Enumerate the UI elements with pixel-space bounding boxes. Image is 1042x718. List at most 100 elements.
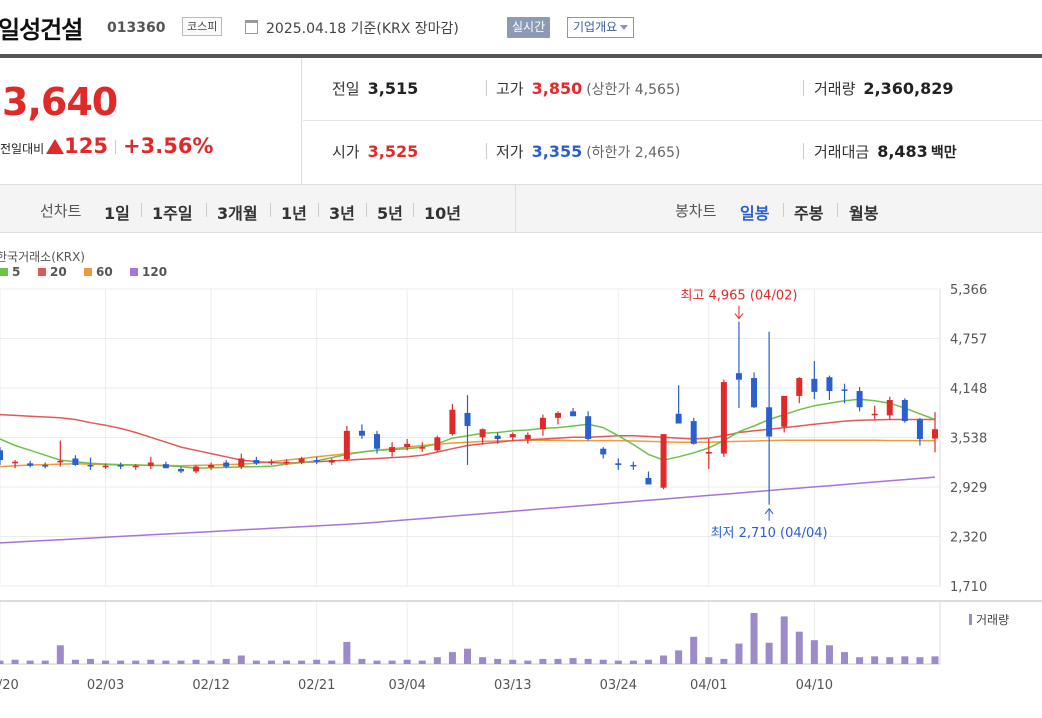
low-label: 저가 (496, 143, 524, 161)
volume-bar (825, 645, 833, 664)
volume-bar (599, 659, 607, 664)
volume-bar (780, 616, 788, 664)
period-1d[interactable]: 1일 (104, 204, 130, 223)
volume-bar (448, 652, 456, 664)
volume-bar (494, 658, 502, 664)
current-price: 3,640 (2, 80, 118, 124)
legend-swatch (84, 268, 92, 276)
change-value: 125 (64, 134, 109, 158)
volume-bar (418, 660, 426, 664)
prev-close-value: 3,515 (367, 79, 419, 98)
y-tick-label: 1,710 (950, 580, 987, 595)
company-info-dropdown[interactable]: 기업개요 (567, 17, 635, 38)
candle-chart-label: 봉차트 (675, 202, 717, 220)
volume-bar (841, 652, 849, 664)
divider (0, 184, 1042, 185)
separator (206, 203, 207, 217)
stats-row-1: 전일 3,515 고가 3,850 (상한가 4,565) 거래량 2,360,829 (303, 58, 1042, 121)
candle-weekly[interactable]: 주봉 (794, 204, 824, 223)
stats-row-2: 시가 3,525 저가 3,355 (하한가 2,465) 거래대금 8,483 백만 (303, 121, 1042, 184)
low-value: 3,355 (531, 142, 583, 161)
candle-body (901, 399, 908, 422)
y-tick-label: 3,538 (950, 432, 987, 447)
legend-swatch (38, 268, 46, 276)
candle-body (0, 450, 3, 461)
lower-limit: (하한가 2,465) (586, 145, 681, 161)
separator (486, 143, 487, 159)
candle-body (464, 412, 471, 426)
separator (783, 203, 784, 217)
date-basis: 2025.04.18 기준(KRX 장마감) (266, 21, 459, 37)
period-3y[interactable]: 3년 (329, 204, 355, 223)
up-arrow-icon (46, 139, 65, 154)
volume-bar (403, 659, 411, 664)
candle-daily[interactable]: 일봉 (740, 204, 770, 223)
candle-body (87, 464, 94, 467)
volume-bar (237, 655, 245, 664)
volume-legend-label: 거래량 (976, 613, 1009, 627)
x-tick-label: 02/12 (192, 678, 229, 693)
realtime-button[interactable]: 실시간 (507, 17, 551, 38)
candle-body (675, 413, 682, 424)
legend-label: 5 (12, 265, 20, 279)
candle-body (328, 460, 335, 463)
volume-bar (901, 656, 909, 664)
candle-body (539, 417, 546, 430)
volume-bar (705, 657, 713, 664)
prev-close-label: 전일 (332, 80, 360, 98)
volume-value: 2,360,829 (863, 79, 954, 98)
separator (270, 203, 271, 217)
candle-monthly[interactable]: 월봉 (849, 204, 879, 223)
volume-bar (856, 657, 864, 664)
chart-canvas[interactable]: 5,366 4,757 4,148 3,538 2,929 2,320 1,710 01/20… (0, 234, 1042, 718)
volume-bar (871, 656, 879, 664)
volume-bar (584, 658, 592, 664)
candle-body (208, 464, 215, 468)
volume-legend-swatch (969, 614, 972, 625)
volume-bar (720, 658, 728, 664)
price-chart[interactable]: 5,366 4,757 4,148 3,538 2,929 2,320 1,710 01/20… (0, 234, 1042, 718)
volume-bar (343, 641, 351, 664)
volume-bar (147, 659, 155, 664)
y-tick-label: 4,757 (950, 333, 987, 348)
period-1w[interactable]: 1주일 (152, 204, 193, 223)
x-tick-label: 03/13 (494, 678, 531, 693)
volume-label: 거래량 (814, 80, 856, 98)
min-arrowhead (764, 507, 774, 515)
candle-body (57, 460, 64, 463)
divider (515, 185, 516, 233)
volume-bar (26, 660, 34, 664)
candle-body (660, 434, 667, 488)
period-3m[interactable]: 3개월 (217, 204, 258, 223)
candle-body (690, 421, 697, 444)
candle-body (871, 413, 878, 416)
upper-limit: (상한가 4,565) (586, 82, 681, 98)
candle-body (374, 434, 381, 449)
candle-body (554, 412, 561, 418)
change-percent: +3.56% (123, 134, 214, 158)
separator (366, 203, 367, 217)
y-tick-label: 4,148 (950, 382, 987, 397)
candle-body (856, 391, 863, 408)
candle-body (343, 430, 350, 460)
candle-body (389, 447, 396, 452)
separator (803, 80, 804, 96)
candle-body (524, 434, 531, 439)
period-5y[interactable]: 5년 (377, 204, 403, 223)
candle-body (313, 460, 320, 462)
change-label: 전일대비 (0, 142, 45, 156)
period-10y[interactable]: 10년 (424, 204, 461, 223)
candle-body (12, 461, 19, 464)
volume-bar (750, 613, 758, 664)
price-stats: 전일 3,515 고가 3,850 (상한가 4,565) 거래량 2,360,829 … (303, 58, 1042, 184)
candle-body (419, 447, 426, 449)
y-tick-label: 5,366 (950, 283, 987, 298)
candle-body (358, 430, 365, 436)
volume-bar (931, 656, 939, 664)
candle-body (796, 378, 803, 396)
volume-bar (192, 659, 200, 664)
period-selector: 선차트 1일 1주일 3개월 1년 3년 5년 10년 봉차트 일봉 주봉 월봉 (0, 185, 1042, 233)
period-1y[interactable]: 1년 (281, 204, 307, 223)
high-price: 고가 3,850 (상한가 4,565) (496, 78, 680, 99)
x-tick-label: 03/04 (388, 678, 425, 693)
